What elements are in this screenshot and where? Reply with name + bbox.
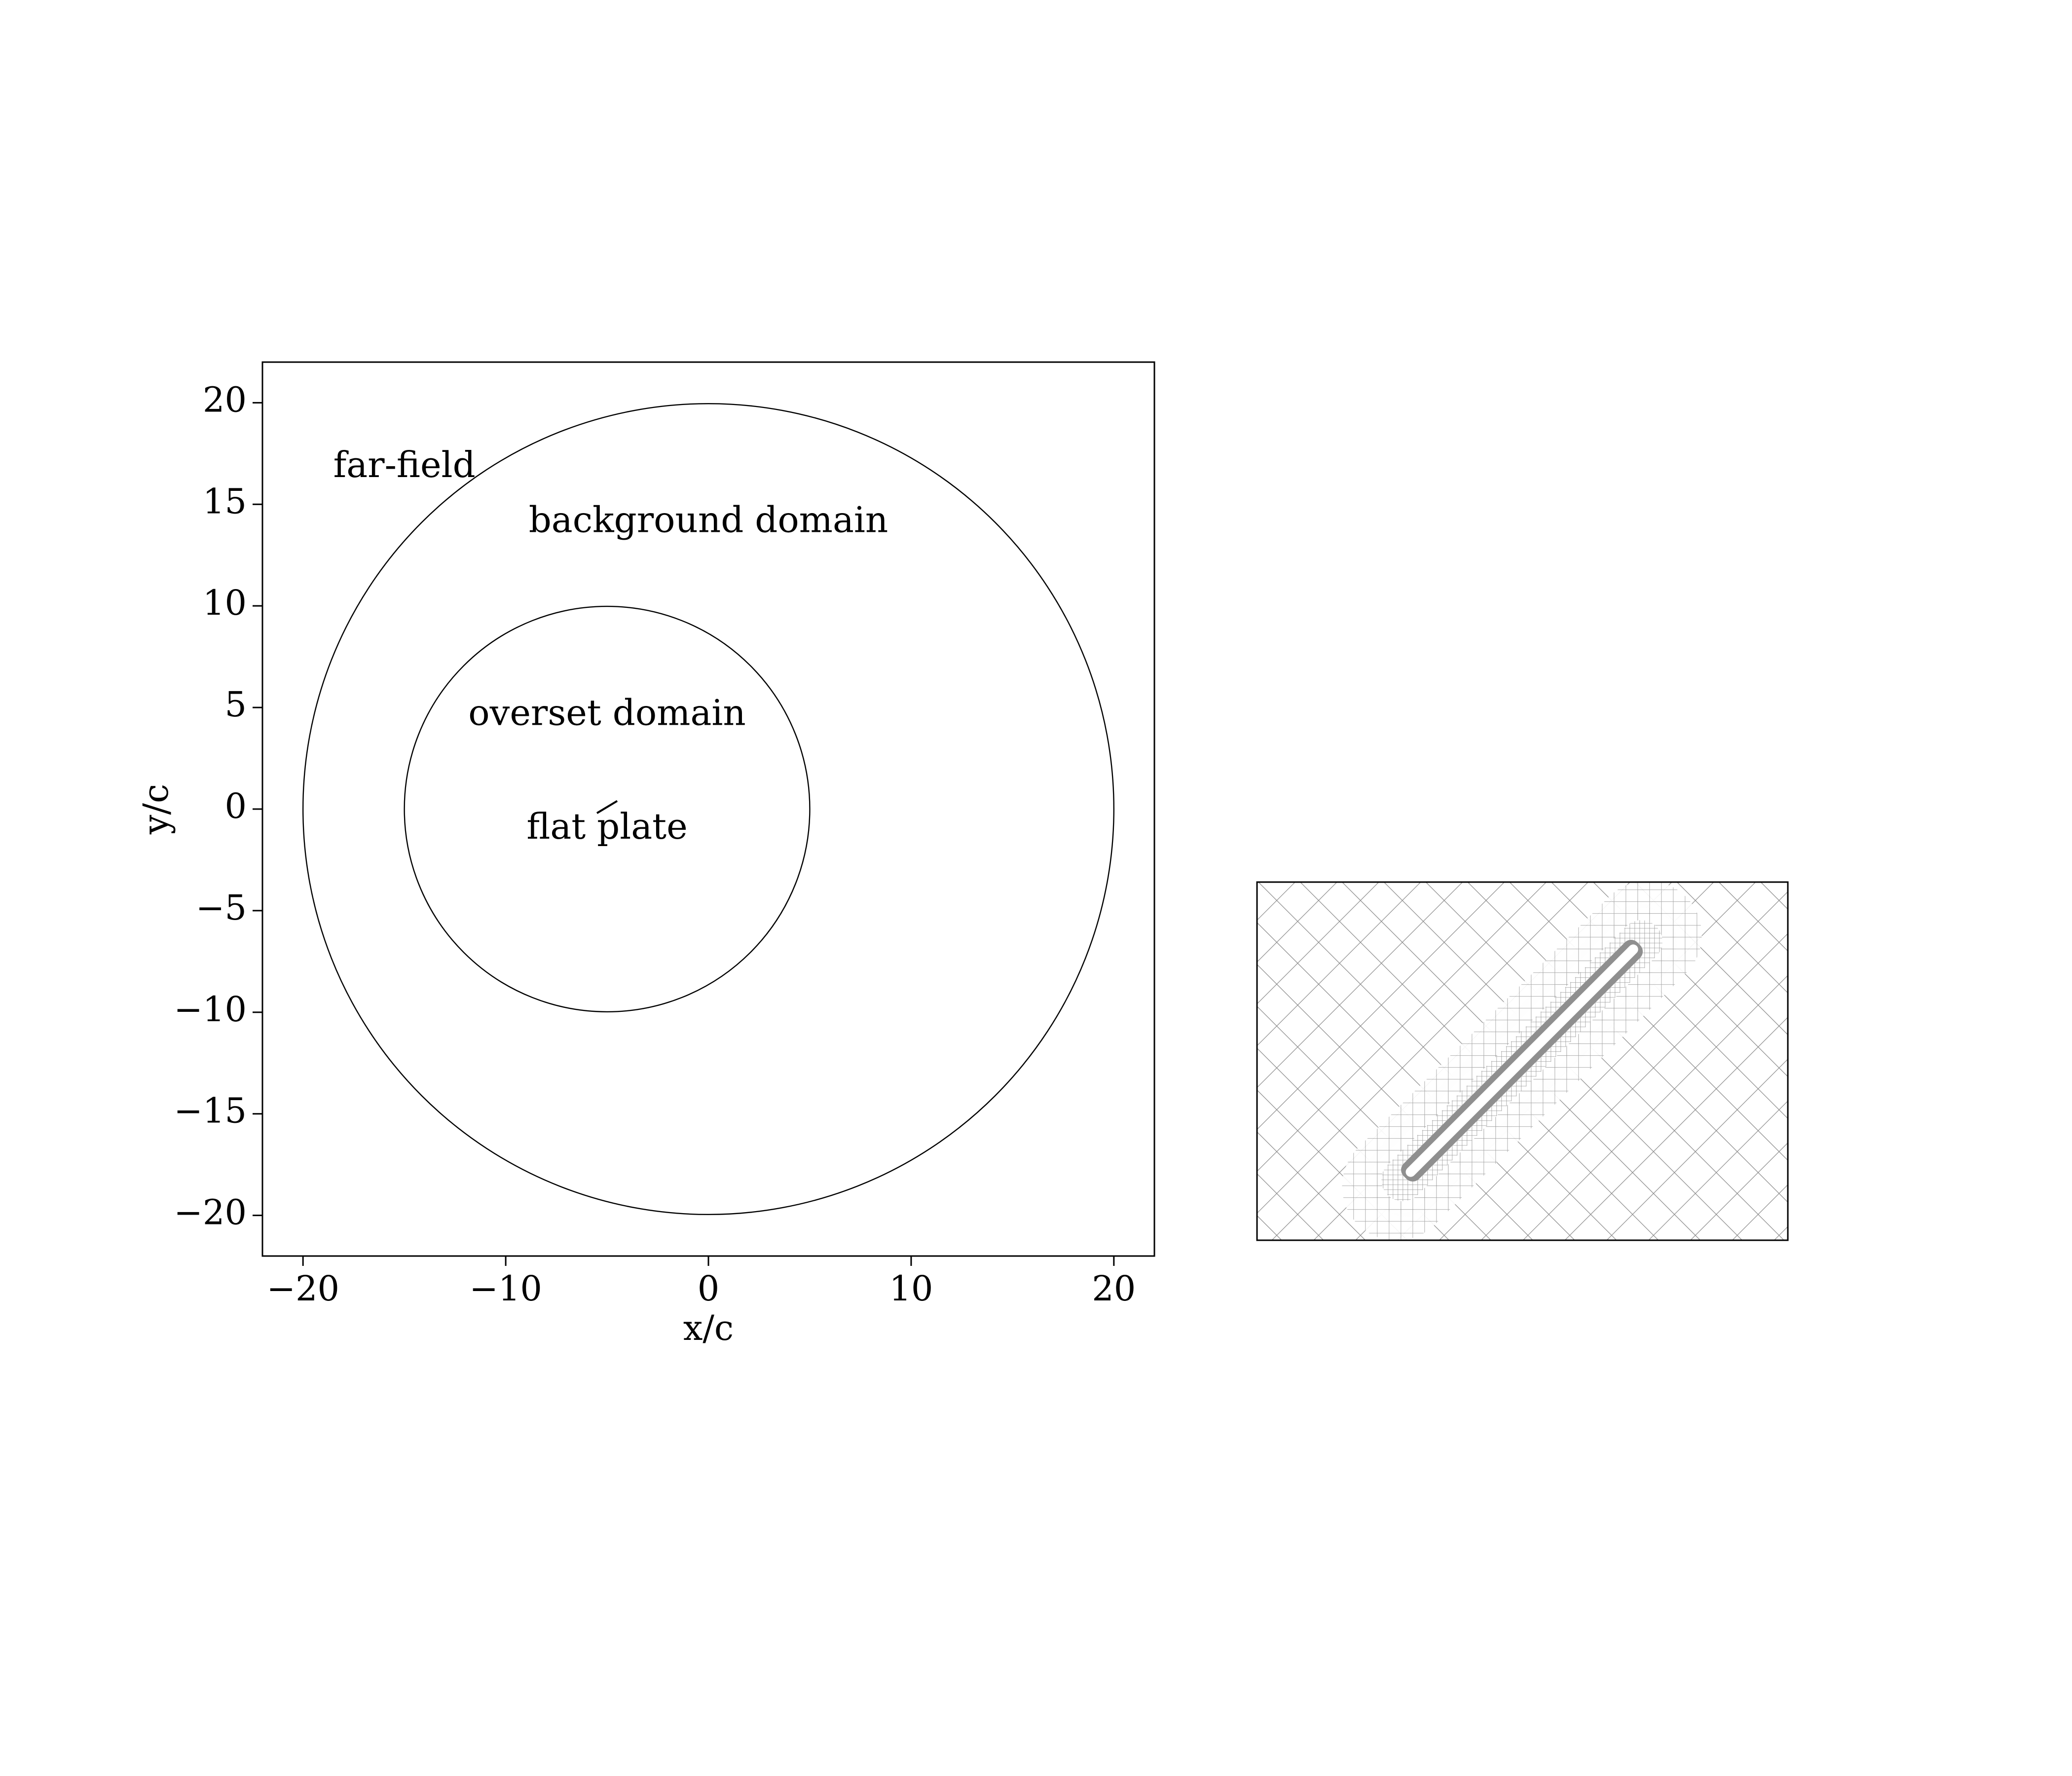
y-tick-label: −5: [196, 888, 247, 928]
annotation-background-domain: background domain: [529, 499, 888, 540]
plot-frame: [261, 361, 1155, 1257]
far-field-circle: [302, 403, 1115, 1216]
y-tick-label: −10: [174, 989, 247, 1030]
y-tick-label: 15: [203, 481, 247, 521]
y-tick-label: −15: [174, 1091, 247, 1131]
y-axis-label: y/c: [136, 784, 176, 835]
x-tick-label: 0: [698, 1268, 720, 1309]
y-axis: 20 15 10 5 0 −5 −10 −15 −20: [174, 379, 262, 1233]
y-tick-label: 0: [224, 786, 247, 826]
annotation-overset-domain: overset domain: [468, 692, 745, 734]
x-axis: −20 −10 0 10 20: [266, 1256, 1136, 1309]
x-tick-label: 10: [889, 1268, 933, 1309]
inset-frame: [1256, 881, 1789, 1241]
flat-plate-line: [596, 800, 618, 814]
y-tick-label: 5: [224, 684, 247, 725]
y-tick-label: 20: [203, 379, 247, 420]
annotation-flat-plate: flat plate: [526, 806, 687, 847]
x-tick-label: 20: [1092, 1268, 1136, 1309]
mesh-inset: [1256, 881, 1789, 1241]
overset-circle: [404, 605, 811, 1013]
x-tick-label: −10: [469, 1268, 542, 1309]
flat-plate-mesh-body: [1406, 944, 1638, 1177]
x-tick-label: −20: [266, 1268, 339, 1309]
y-tick-label: −20: [174, 1192, 247, 1233]
y-tick-label: 10: [203, 583, 247, 623]
annotation-far-field: far-field: [333, 444, 476, 485]
x-axis-label: x/c: [683, 1308, 734, 1348]
domain-plot: far-field background domain overset domain…: [136, 361, 1155, 1348]
